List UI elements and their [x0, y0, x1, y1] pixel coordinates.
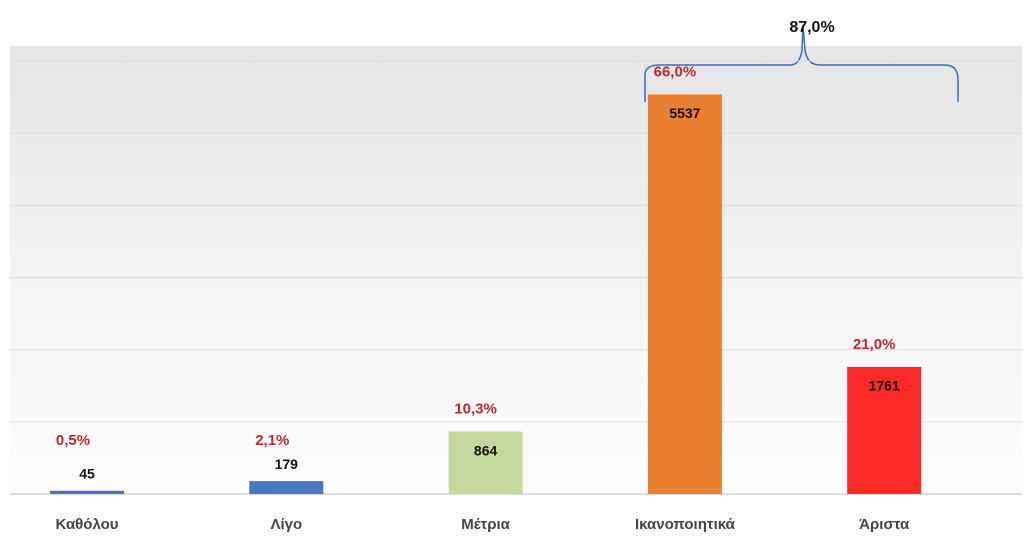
value-label: 864 — [474, 442, 498, 458]
annotation: 87,0% — [789, 19, 834, 36]
percent-label: 10,3% — [454, 401, 497, 418]
percent-label: 2,1% — [255, 432, 289, 449]
bar — [847, 366, 922, 494]
x-tick-label: Λίγο — [270, 516, 302, 533]
value-label: 1761 — [869, 378, 900, 394]
bar — [448, 431, 523, 494]
percent-label: 0,5% — [56, 432, 90, 449]
x-tick-label: Καθόλου — [55, 516, 118, 533]
bar — [249, 481, 324, 494]
x-tick-label: Άριστα — [859, 516, 910, 533]
value-label: 179 — [275, 456, 299, 472]
bar — [647, 94, 722, 494]
bar — [50, 490, 124, 494]
bracket — [644, 24, 959, 102]
value-label: 5537 — [669, 105, 700, 121]
percent-label: 21,0% — [853, 336, 896, 353]
percent-label: 66,0% — [654, 63, 697, 80]
x-tick-label: Ικανοποιητικά — [635, 516, 736, 533]
value-label: 45 — [79, 465, 95, 481]
x-tick-label: Μέτρια — [461, 516, 510, 533]
